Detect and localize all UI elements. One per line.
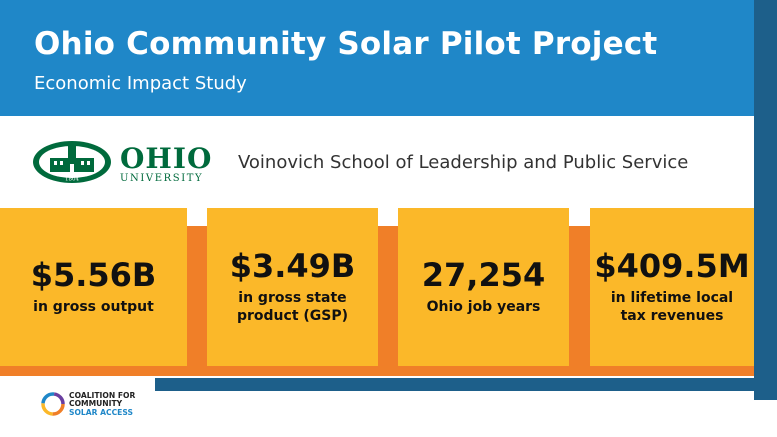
stat-label: in lifetime local tax revenues [610,290,734,324]
school-name: Voinovich School of Leadership and Publi… [238,152,689,173]
stat-card-gsp: $3.49B in gross state product (GSP) [207,208,378,366]
stat-value: $409.5M [594,246,750,285]
coalition-logo: COALITION FOR COMMUNITY SOLAR ACCESS [40,391,170,421]
coalition-ring-icon [41,392,65,416]
stat-value: 27,254 [421,255,546,294]
stat-card-tax-revenues: $409.5M in lifetime local tax revenues [590,208,754,366]
header-banner: Ohio Community Solar Pilot Project Econo… [0,0,754,116]
svg-text:1804: 1804 [65,177,79,183]
stat-card-gross-output: $5.56B in gross output [0,208,187,366]
stat-card-job-years: 27,254 Ohio job years [398,208,569,366]
university-subname: UNIVERSITY [120,173,204,184]
page-subtitle: Economic Impact Study [34,73,247,94]
stat-label: Ohio job years [426,298,541,315]
university-name: OHIO [120,142,213,175]
ohio-university-logo: 1804 OHIO UNIVERSITY [32,140,222,190]
stat-value: $3.49B [229,246,356,285]
stat-value: $5.56B [30,255,157,294]
page-title: Ohio Community Solar Pilot Project [34,26,658,62]
stat-label: in gross state product (GSP) [236,290,349,324]
coalition-name: COALITION FOR COMMUNITY SOLAR ACCESS [69,391,136,417]
bottom-accent-bar [155,378,777,391]
stat-label: in gross output [33,298,154,315]
side-accent-bar [754,0,777,400]
university-seal-icon: 1804 [33,141,111,183]
